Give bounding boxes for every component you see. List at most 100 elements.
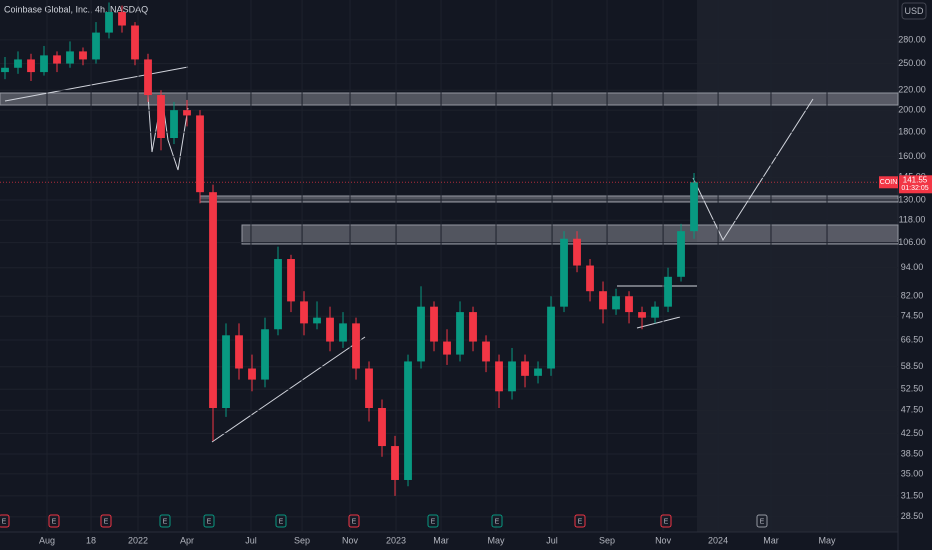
earnings-icon — [348, 514, 360, 528]
earnings-icon — [159, 514, 171, 528]
earnings-label: E — [2, 518, 7, 525]
x-tick-label: May — [819, 535, 837, 545]
candle-body — [391, 446, 399, 480]
candle-body — [27, 59, 35, 73]
y-tick-label: 58.50 — [901, 361, 924, 371]
future-area — [697, 0, 898, 532]
y-tick-label: 35.00 — [901, 468, 924, 478]
price-box — [899, 175, 932, 194]
earnings-icon — [574, 514, 586, 528]
candle-body — [495, 361, 503, 392]
earnings-icon — [275, 514, 287, 528]
candle-body — [469, 312, 477, 342]
y-tick-label: 42.50 — [901, 428, 924, 438]
candle-body — [378, 408, 386, 447]
candle-body — [222, 335, 230, 409]
candle-body — [287, 259, 295, 302]
candle-body — [326, 317, 334, 342]
earnings-icon — [0, 514, 10, 528]
x-tick-label: Nov — [342, 535, 359, 545]
x-tick-label: Mar — [763, 535, 779, 545]
y-tick-label: 106.00 — [898, 237, 926, 247]
y-tick-label: 220.00 — [898, 85, 926, 95]
candle-body — [144, 59, 152, 96]
candle-body — [521, 361, 529, 376]
y-tick-label: 94.00 — [901, 262, 924, 272]
earnings-label: E — [163, 518, 168, 525]
x-tick-label: Mar — [433, 535, 449, 545]
candle-body — [547, 306, 555, 369]
earnings-icon — [660, 514, 672, 528]
candle-body — [105, 12, 113, 33]
candle-body — [183, 110, 191, 116]
candle-body — [534, 368, 542, 376]
candle-body — [638, 312, 646, 318]
earnings-icon — [100, 514, 112, 528]
candle-body — [261, 329, 269, 380]
trend-line — [147, 94, 189, 171]
x-tick-label: 18 — [86, 535, 96, 545]
y-tick-label: 200.00 — [898, 105, 926, 115]
candle-body — [560, 238, 568, 307]
y-tick-label: 66.50 — [901, 334, 924, 344]
y-tick-label: 74.50 — [901, 311, 924, 321]
y-tick-label: 52.50 — [901, 384, 924, 394]
x-tick-label: 2023 — [386, 535, 406, 545]
x-tick-label: Apr — [180, 535, 194, 545]
zone — [0, 92, 899, 106]
candle-body — [664, 276, 672, 307]
candle-body — [14, 59, 22, 68]
drawings — [0, 66, 899, 443]
candle-body — [79, 51, 87, 60]
x-tick-label: 2024 — [708, 535, 728, 545]
candle-body — [404, 361, 412, 480]
earnings-label: E — [431, 518, 436, 525]
earnings-label: E — [207, 518, 212, 525]
candle-body — [586, 265, 594, 292]
y-tick-label: 130.00 — [898, 194, 926, 204]
earnings-label: E — [52, 518, 57, 525]
projection — [692, 98, 814, 242]
trend-line — [636, 316, 681, 329]
zone — [241, 224, 899, 245]
candle-body — [196, 115, 204, 193]
earnings-label: E — [279, 518, 284, 525]
y-tick-label: 180.00 — [898, 127, 926, 137]
earnings-label: E — [664, 518, 669, 525]
candle-body — [482, 341, 490, 362]
candle-body — [209, 192, 217, 409]
currency-button[interactable] — [901, 2, 927, 20]
x-tick-label: May — [488, 535, 506, 545]
earnings-icon — [491, 514, 503, 528]
candle-body — [365, 368, 373, 409]
y-tick-label: 280.00 — [898, 34, 926, 44]
x-tick-label: Sep — [294, 535, 310, 545]
currency[interactable]: USD — [904, 6, 924, 16]
trend-line — [4, 66, 189, 102]
earnings-label: E — [104, 518, 109, 525]
candle-body — [131, 25, 139, 60]
earnings-icon — [427, 514, 439, 528]
countdown: 01:32:05 — [901, 185, 928, 192]
candle-body — [313, 317, 321, 324]
earnings-label: E — [352, 518, 357, 525]
candle-body — [508, 361, 516, 392]
x-tick-label: Nov — [655, 535, 672, 545]
candle-body — [651, 306, 659, 318]
symbol-box — [879, 176, 898, 189]
candle-body — [599, 291, 607, 310]
chart-title: Coinbase Global, Inc., 4h, NASDAQ — [4, 4, 148, 14]
y-tick-label: 250.00 — [898, 58, 926, 68]
earnings-icon — [48, 514, 60, 528]
candle-body — [1, 67, 9, 73]
y-tick-label: 47.50 — [901, 405, 924, 415]
candle-body — [417, 306, 425, 362]
candle-body — [625, 296, 633, 313]
earnings-label: E — [495, 518, 500, 525]
candle-body — [92, 32, 100, 60]
candle-body — [170, 110, 178, 139]
y-tick-label: 82.00 — [901, 291, 924, 301]
candle-body — [456, 312, 464, 355]
candle-body — [612, 296, 620, 310]
